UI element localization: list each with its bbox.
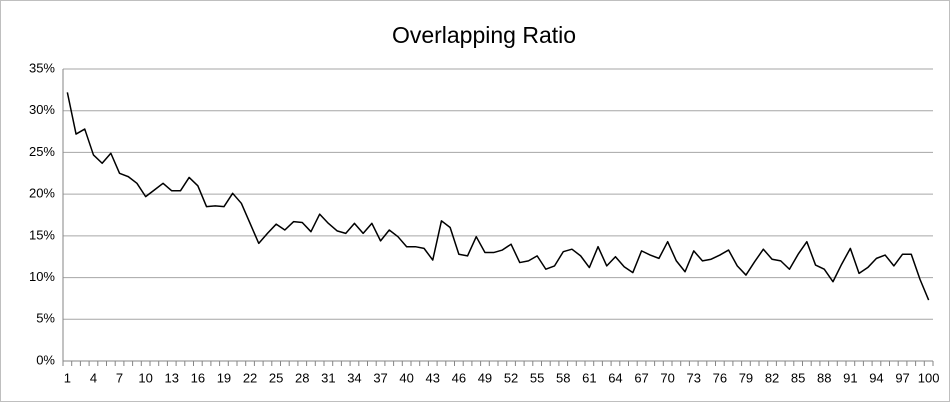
y-tick-label: 25% (29, 144, 55, 159)
x-tick-label: 13 (165, 370, 179, 385)
x-tick-label: 61 (582, 370, 596, 385)
x-tick-label: 97 (895, 370, 909, 385)
x-tick-label: 7 (116, 370, 123, 385)
x-tick-label: 16 (191, 370, 205, 385)
x-tick-label: 55 (530, 370, 544, 385)
x-tick-label: 64 (608, 370, 622, 385)
x-tick-label: 76 (713, 370, 727, 385)
x-tick-label: 70 (660, 370, 674, 385)
x-tick-label: 37 (373, 370, 387, 385)
y-tick-label: 15% (29, 227, 55, 242)
y-tick-label: 10% (29, 269, 55, 284)
x-tick-label: 100 (918, 370, 940, 385)
y-tick-label: 35% (29, 60, 55, 75)
x-tick-label: 52 (504, 370, 518, 385)
x-tick-label: 34 (347, 370, 361, 385)
x-tick-label: 73 (687, 370, 701, 385)
x-tick-label: 40 (399, 370, 413, 385)
x-tick-label: 4 (90, 370, 97, 385)
y-tick-label: 30% (29, 102, 55, 117)
x-tick-label: 49 (478, 370, 492, 385)
y-tick-label: 0% (36, 352, 55, 367)
x-tick-label: 46 (452, 370, 466, 385)
x-tick-label: 43 (426, 370, 440, 385)
x-tick-label: 31 (321, 370, 335, 385)
x-tick-label: 25 (269, 370, 283, 385)
x-tick-label: 67 (634, 370, 648, 385)
x-tick-label: 58 (556, 370, 570, 385)
x-tick-label: 94 (869, 370, 883, 385)
y-tick-label: 20% (29, 186, 55, 201)
y-tick-label: 5% (36, 311, 55, 326)
x-tick-label: 85 (791, 370, 805, 385)
x-tick-label: 10 (138, 370, 152, 385)
x-tick-label: 88 (817, 370, 831, 385)
x-tick-label: 82 (765, 370, 779, 385)
chart-title: Overlapping Ratio (392, 22, 576, 48)
line-series (66, 92, 930, 301)
x-tick-label: 91 (843, 370, 857, 385)
x-tick-label: 22 (243, 370, 257, 385)
x-tick-label: 19 (217, 370, 231, 385)
x-tick-label: 1 (64, 370, 71, 385)
x-tick-label: 79 (739, 370, 753, 385)
x-tick-label: 28 (295, 370, 309, 385)
